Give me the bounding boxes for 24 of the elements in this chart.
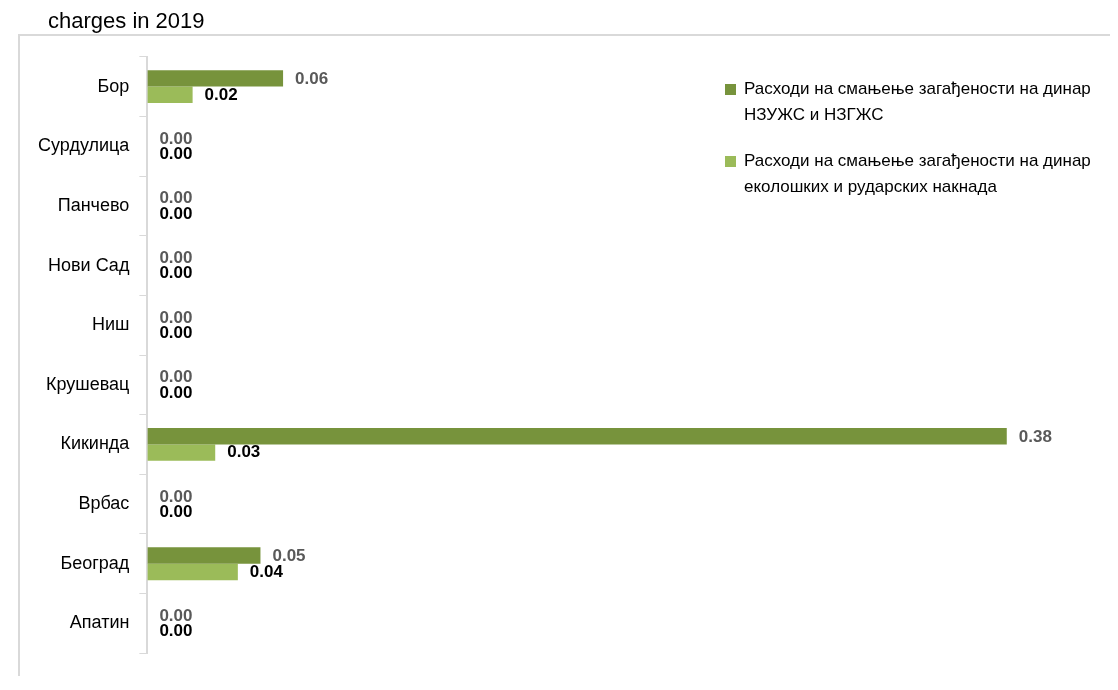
legend-label: Расходи на смањење загађености на динар НЗУЖС и НЗГЖС: [744, 78, 1092, 126]
data-label: 0.03: [227, 442, 261, 462]
y-tick-label: Београд: [60, 552, 130, 573]
y-tick-label: Сурдулица: [37, 135, 131, 156]
data-label: 0.06: [295, 69, 329, 89]
y-tick-label: Бор: [97, 75, 130, 96]
bar: [147, 547, 261, 564]
y-tick-label: Крушевац: [45, 373, 130, 394]
y-tick-label: Врбас: [78, 493, 130, 514]
y-tick-label: Апатин: [69, 612, 130, 633]
bar: [147, 444, 216, 461]
y-tick-label: Панчево: [57, 194, 130, 215]
y-tick-label: Нови Сад: [48, 254, 130, 275]
bar: [147, 428, 1007, 445]
y-tick-label: Кикинда: [60, 433, 131, 454]
chart-title: charges in 2019: [48, 8, 206, 34]
y-tick-label: Ниш: [91, 314, 130, 335]
bar: [147, 563, 238, 581]
data-label: 0.00: [159, 263, 193, 283]
data-label: 0.02: [204, 84, 238, 104]
bar: [147, 86, 193, 104]
bar: [147, 70, 284, 87]
legend-label: Расходи на смањење загађености на динар еколошких и рударских накнада: [744, 150, 1092, 198]
data-label: 0.38: [1018, 426, 1052, 446]
